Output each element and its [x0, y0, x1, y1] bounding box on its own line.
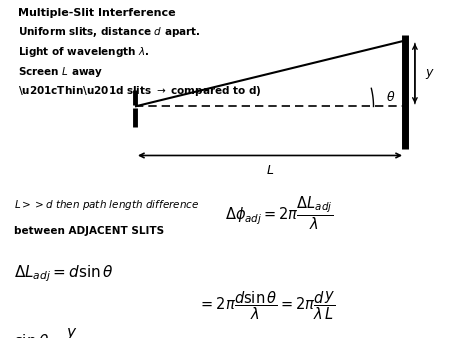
Text: between ADJACENT SLITS: between ADJACENT SLITS	[14, 226, 164, 237]
Text: \u201cThin\u201d slits $\rightarrow$ compared to d): \u201cThin\u201d slits $\rightarrow$ com…	[18, 84, 261, 98]
Text: Light of wavelength $\lambda$.: Light of wavelength $\lambda$.	[18, 45, 149, 59]
Text: Multiple-Slit Interference: Multiple-Slit Interference	[18, 8, 176, 19]
Text: Uniform slits, distance $d$ apart.: Uniform slits, distance $d$ apart.	[18, 25, 200, 39]
Text: $= 2\pi\dfrac{d\sin\theta}{\lambda} = 2\pi\dfrac{d}{\lambda}\dfrac{y}{L}$: $= 2\pi\dfrac{d\sin\theta}{\lambda} = 2\…	[198, 289, 335, 321]
Text: $\Delta\phi_{adj} = 2\pi\dfrac{\Delta L_{adj}}{\lambda}$: $\Delta\phi_{adj} = 2\pi\dfrac{\Delta L_…	[225, 194, 333, 232]
Text: Screen $L$ away: Screen $L$ away	[18, 65, 104, 78]
Text: $\Delta L_{adj} = d\sin\theta$: $\Delta L_{adj} = d\sin\theta$	[14, 264, 113, 284]
Text: $L$: $L$	[266, 164, 274, 177]
Text: $\sin\theta = \dfrac{y}{L}$: $\sin\theta = \dfrac{y}{L}$	[14, 326, 77, 338]
Text: $L >> d$ then path length difference: $L >> d$ then path length difference	[14, 198, 199, 212]
Text: $\theta$: $\theta$	[386, 90, 396, 103]
Text: $y$: $y$	[425, 67, 435, 80]
